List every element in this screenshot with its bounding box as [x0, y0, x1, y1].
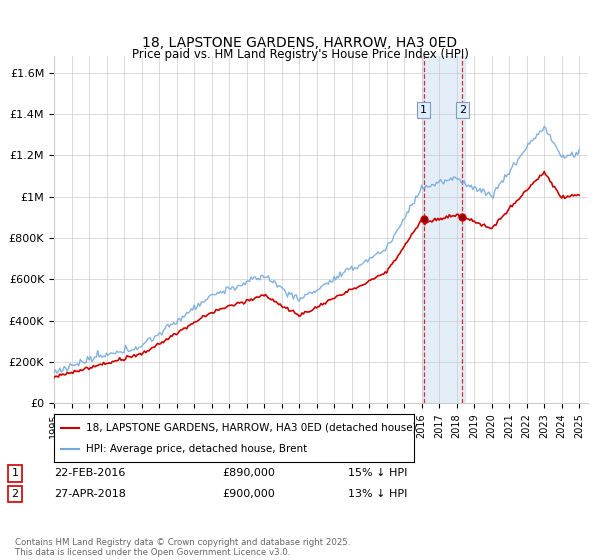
Text: 2: 2: [459, 105, 466, 115]
Text: 1: 1: [11, 468, 19, 478]
Text: 27-APR-2018: 27-APR-2018: [54, 489, 126, 499]
Text: Price paid vs. HM Land Registry's House Price Index (HPI): Price paid vs. HM Land Registry's House …: [131, 48, 469, 60]
Text: £900,000: £900,000: [222, 489, 275, 499]
Text: 18, LAPSTONE GARDENS, HARROW, HA3 0ED: 18, LAPSTONE GARDENS, HARROW, HA3 0ED: [142, 36, 458, 50]
Text: 18, LAPSTONE GARDENS, HARROW, HA3 0ED (detached house): 18, LAPSTONE GARDENS, HARROW, HA3 0ED (d…: [86, 423, 417, 433]
Bar: [422, 56, 464, 403]
Text: £890,000: £890,000: [222, 468, 275, 478]
Text: 22-FEB-2016: 22-FEB-2016: [54, 468, 125, 478]
Text: HPI: Average price, detached house, Brent: HPI: Average price, detached house, Bren…: [86, 444, 308, 454]
Text: 1: 1: [420, 105, 427, 115]
Text: 13% ↓ HPI: 13% ↓ HPI: [348, 489, 407, 499]
Text: 15% ↓ HPI: 15% ↓ HPI: [348, 468, 407, 478]
Text: Contains HM Land Registry data © Crown copyright and database right 2025.
This d: Contains HM Land Registry data © Crown c…: [15, 538, 350, 557]
Text: 2: 2: [11, 489, 19, 499]
